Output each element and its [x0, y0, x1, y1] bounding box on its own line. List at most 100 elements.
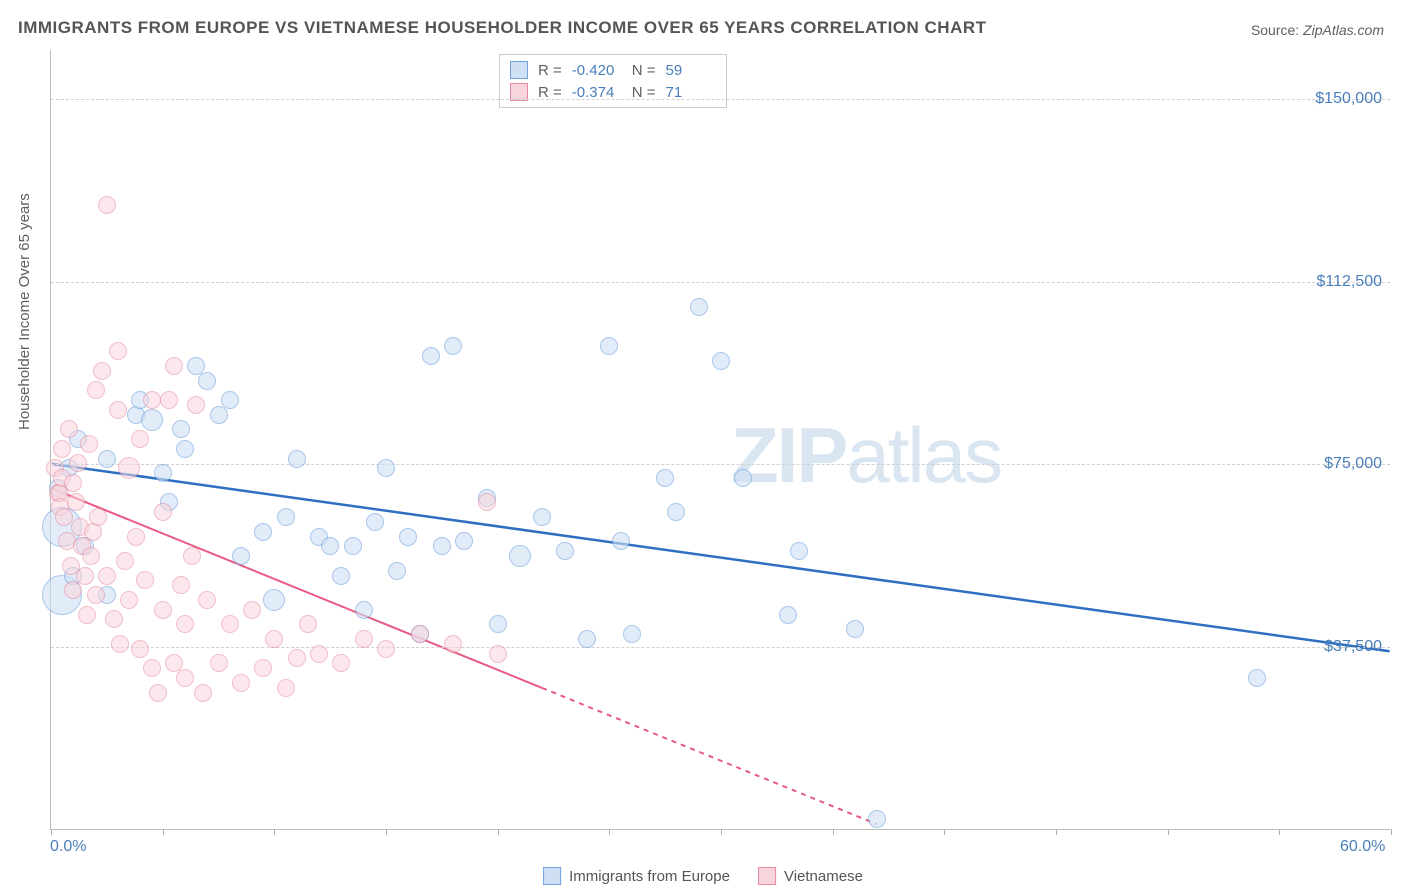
data-point-europe — [210, 406, 228, 424]
data-point-vietnamese — [221, 615, 239, 633]
data-point-europe — [509, 545, 531, 567]
data-point-europe — [366, 513, 384, 531]
data-point-europe — [172, 420, 190, 438]
data-point-vietnamese — [116, 552, 134, 570]
data-point-vietnamese — [254, 659, 272, 677]
data-point-vietnamese — [210, 654, 228, 672]
data-point-vietnamese — [67, 493, 85, 511]
data-point-vietnamese — [76, 567, 94, 585]
legend-swatch — [510, 61, 528, 79]
data-point-vietnamese — [232, 674, 250, 692]
data-point-vietnamese — [154, 503, 172, 521]
data-point-europe — [690, 298, 708, 316]
x-tick — [1279, 829, 1280, 835]
data-point-europe — [355, 601, 373, 619]
legend-label: Vietnamese — [784, 868, 863, 885]
data-point-europe — [779, 606, 797, 624]
x-tick — [609, 829, 610, 835]
data-point-europe — [667, 503, 685, 521]
data-point-vietnamese — [93, 362, 111, 380]
data-point-vietnamese — [198, 591, 216, 609]
data-point-vietnamese — [87, 381, 105, 399]
data-point-europe — [176, 440, 194, 458]
data-point-vietnamese — [172, 576, 190, 594]
source-label: Source: — [1251, 22, 1303, 38]
y-tick-label: $112,500 — [1316, 273, 1382, 291]
y-tick-label: $150,000 — [1315, 90, 1382, 108]
data-point-europe — [433, 537, 451, 555]
data-point-vietnamese — [64, 581, 82, 599]
data-point-vietnamese — [194, 684, 212, 702]
data-point-vietnamese — [105, 610, 123, 628]
legend-item: Vietnamese — [758, 867, 863, 885]
data-point-vietnamese — [78, 606, 96, 624]
data-point-vietnamese — [183, 547, 201, 565]
data-point-vietnamese — [82, 547, 100, 565]
data-point-vietnamese — [277, 679, 295, 697]
data-point-vietnamese — [444, 635, 462, 653]
x-tick — [386, 829, 387, 835]
data-point-europe — [656, 469, 674, 487]
data-point-europe — [98, 450, 116, 468]
gridline — [51, 464, 1390, 465]
source-value: ZipAtlas.com — [1303, 22, 1384, 38]
data-point-vietnamese — [109, 401, 127, 419]
data-point-europe — [712, 352, 730, 370]
r-label: R = — [538, 62, 562, 79]
y-tick-label: $75,000 — [1324, 455, 1382, 473]
data-point-europe — [332, 567, 350, 585]
data-point-vietnamese — [299, 615, 317, 633]
y-tick-label: $37,500 — [1324, 638, 1382, 656]
n-label: N = — [632, 62, 656, 79]
data-point-vietnamese — [64, 474, 82, 492]
data-point-vietnamese — [160, 391, 178, 409]
x-tick — [274, 829, 275, 835]
watermark-bold: ZIP — [731, 411, 846, 499]
series-legend: Immigrants from Europe Vietnamese — [543, 867, 863, 885]
data-point-europe — [277, 508, 295, 526]
data-point-europe — [288, 450, 306, 468]
x-axis-max-label: 60.0% — [1340, 838, 1385, 856]
data-point-vietnamese — [176, 669, 194, 687]
gridline — [51, 647, 1390, 648]
y-axis-title: Householder Income Over 65 years — [16, 193, 33, 430]
correlation-legend: R =-0.420N =59R =-0.374N =71 — [499, 54, 727, 108]
gridline — [51, 282, 1390, 283]
data-point-europe — [612, 532, 630, 550]
x-tick — [1391, 829, 1392, 835]
x-tick — [163, 829, 164, 835]
watermark-light: atlas — [846, 411, 1001, 499]
data-point-vietnamese — [131, 640, 149, 658]
data-point-vietnamese — [187, 396, 205, 414]
data-point-vietnamese — [118, 457, 140, 479]
data-point-europe — [154, 464, 172, 482]
source-credit: Source: ZipAtlas.com — [1251, 22, 1384, 38]
plot-area: ZIPatlas R =-0.420N =59R =-0.374N =71 $3… — [50, 50, 1390, 830]
data-point-vietnamese — [310, 645, 328, 663]
data-point-vietnamese — [411, 625, 429, 643]
data-point-europe — [600, 337, 618, 355]
legend-label: Immigrants from Europe — [569, 868, 730, 885]
data-point-vietnamese — [478, 493, 496, 511]
data-point-vietnamese — [149, 684, 167, 702]
legend-swatch — [543, 867, 561, 885]
x-tick — [833, 829, 834, 835]
data-point-europe — [455, 532, 473, 550]
data-point-vietnamese — [131, 430, 149, 448]
data-point-europe — [399, 528, 417, 546]
data-point-vietnamese — [89, 508, 107, 526]
data-point-vietnamese — [111, 635, 129, 653]
data-point-europe — [533, 508, 551, 526]
data-point-europe — [578, 630, 596, 648]
data-point-europe — [254, 523, 272, 541]
data-point-europe — [868, 810, 886, 828]
data-point-europe — [232, 547, 250, 565]
data-point-europe — [263, 589, 285, 611]
data-point-vietnamese — [243, 601, 261, 619]
x-tick — [721, 829, 722, 835]
data-point-europe — [221, 391, 239, 409]
x-tick — [1168, 829, 1169, 835]
data-point-europe — [388, 562, 406, 580]
data-point-vietnamese — [60, 420, 78, 438]
chart-title: IMMIGRANTS FROM EUROPE VS VIETNAMESE HOU… — [18, 18, 987, 38]
